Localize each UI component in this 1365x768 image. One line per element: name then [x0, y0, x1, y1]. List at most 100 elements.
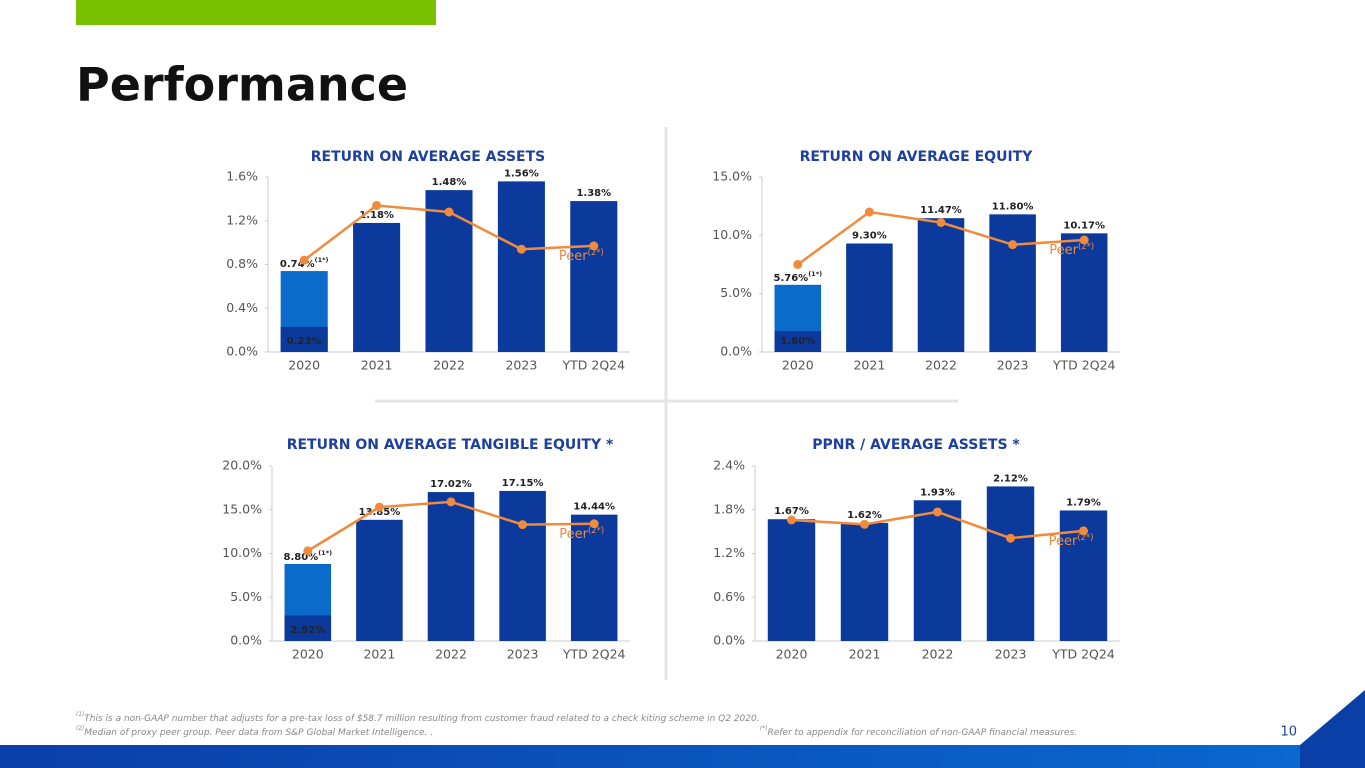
data-label: 0.74%(1*) [280, 256, 329, 270]
footnote: (*)Refer to appendix for reconciliation … [760, 726, 1077, 738]
chart-title: RETURN ON AVERAGE ASSETS [311, 149, 546, 165]
text-part: 5.76% [774, 273, 809, 284]
data-label: 1.62% [847, 510, 882, 521]
text-part: Median of proxy peer group. Peer data fr… [84, 728, 433, 738]
text-part: Peer [559, 248, 588, 263]
data-label: 17.02% [430, 479, 472, 490]
footer-band [0, 745, 1365, 768]
peer-point [793, 260, 803, 269]
peer-point [1079, 235, 1089, 245]
bar [499, 490, 546, 641]
y-tick-label: 0.4% [226, 300, 258, 315]
y-tick-label: 15.0% [712, 169, 752, 184]
x-tick-label: 2023 [997, 358, 1029, 373]
x-tick-label: 2023 [507, 647, 539, 662]
footnote: (1)This is a non-GAAP number that adjust… [76, 712, 760, 724]
logo [1300, 690, 1365, 768]
peer-point [444, 207, 454, 217]
bar [767, 519, 816, 641]
x-tick-label: 2022 [925, 358, 957, 373]
peer-point [1006, 533, 1015, 543]
data-label: 10.17% [1063, 220, 1105, 231]
legend-label: Peer(2*) [559, 246, 604, 263]
data-label: 1.56% [504, 168, 539, 179]
superscript: (1*) [808, 270, 822, 278]
peer-point [372, 200, 382, 210]
superscript: (1*) [318, 549, 332, 557]
bar [989, 214, 1036, 352]
data-label: 1.18% [359, 210, 394, 221]
y-tick-label: 1.2% [226, 212, 258, 227]
peer-point [446, 497, 456, 507]
peer-point [374, 502, 384, 512]
x-tick-label: YTD 2Q24 [562, 358, 626, 373]
y-tick-label: 5.0% [230, 589, 262, 604]
data-label: 13.85% [359, 507, 401, 518]
legend-label: Peer(2*) [1049, 241, 1094, 258]
superscript: (2*) [1077, 531, 1093, 541]
x-tick-label: 2020 [776, 647, 808, 662]
y-tick-label: 0.0% [226, 344, 258, 359]
superscript: (2*) [588, 524, 604, 534]
bar [1060, 233, 1108, 352]
bar [846, 243, 893, 352]
data-label: 9.30% [852, 231, 887, 242]
text-part: Peer [1049, 243, 1078, 258]
data-label: 11.47% [920, 205, 962, 216]
peer-point [1079, 526, 1088, 536]
peer-point [1008, 240, 1018, 250]
bar [427, 492, 475, 641]
y-tick-label: 5.0% [720, 285, 752, 300]
data-label: 8.80%(1*) [284, 549, 333, 563]
x-tick-label: 2020 [782, 358, 814, 373]
bar [356, 519, 403, 641]
bar [913, 500, 962, 641]
data-label: 1.80% [781, 336, 816, 347]
x-tick-label: 2020 [292, 647, 324, 662]
bar [986, 486, 1035, 641]
y-tick-label: 0.0% [720, 344, 752, 359]
y-tick-label: 0.0% [713, 633, 745, 648]
bar [840, 522, 889, 641]
peer-point [787, 515, 796, 525]
superscript: (1*) [315, 256, 329, 264]
x-tick-label: YTD 2Q24 [562, 647, 626, 662]
text-part: Peer [559, 526, 588, 541]
y-tick-label: 15.0% [222, 501, 262, 516]
peer-point [518, 520, 528, 530]
bar [570, 514, 618, 641]
y-tick-label: 1.6% [226, 169, 258, 184]
text-part: 8.80% [284, 552, 319, 563]
superscript: (2*) [1078, 241, 1094, 251]
data-label: 1.67% [774, 506, 809, 517]
superscript: (2) [76, 726, 84, 732]
superscript: (2*) [588, 246, 604, 256]
peer-point [936, 218, 946, 227]
data-label: 5.76%(1*) [774, 270, 823, 284]
accent-bar [76, 0, 436, 25]
peer-point [299, 255, 309, 265]
bar [284, 615, 332, 641]
y-tick-label: 0.6% [713, 589, 745, 604]
peer-point [860, 519, 869, 529]
text-part: Peer [1049, 533, 1078, 548]
y-tick-label: 0.8% [226, 256, 258, 271]
x-tick-label: YTD 2Q24 [1051, 647, 1115, 662]
x-tick-label: 2022 [922, 647, 954, 662]
peer-point [516, 244, 526, 254]
x-tick-label: 2022 [435, 647, 467, 662]
x-tick-label: 2021 [849, 647, 881, 662]
text-part: 0.74% [280, 259, 315, 270]
data-label: 0.23% [287, 336, 322, 347]
x-tick-label: 2023 [995, 647, 1027, 662]
page-number: 10 [1280, 725, 1297, 740]
slide-title: Performance [76, 58, 408, 112]
x-tick-label: 2021 [361, 358, 393, 373]
bar [425, 190, 473, 352]
chart-title: PPNR / AVERAGE ASSETS * [812, 437, 1020, 453]
legend-label: Peer(2*) [1049, 531, 1094, 548]
y-tick-label: 0.0% [230, 633, 262, 648]
data-label: 17.15% [502, 478, 544, 489]
x-tick-label: 2021 [853, 358, 885, 373]
